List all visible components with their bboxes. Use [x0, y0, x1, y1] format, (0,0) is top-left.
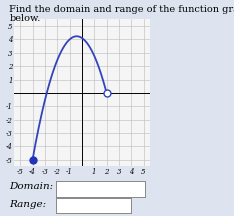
Text: Find the domain and range of the function graphed: Find the domain and range of the functio…	[9, 5, 234, 14]
Text: Domain:: Domain:	[9, 182, 54, 191]
Text: Range:: Range:	[9, 200, 47, 209]
Text: below.: below.	[9, 14, 41, 23]
